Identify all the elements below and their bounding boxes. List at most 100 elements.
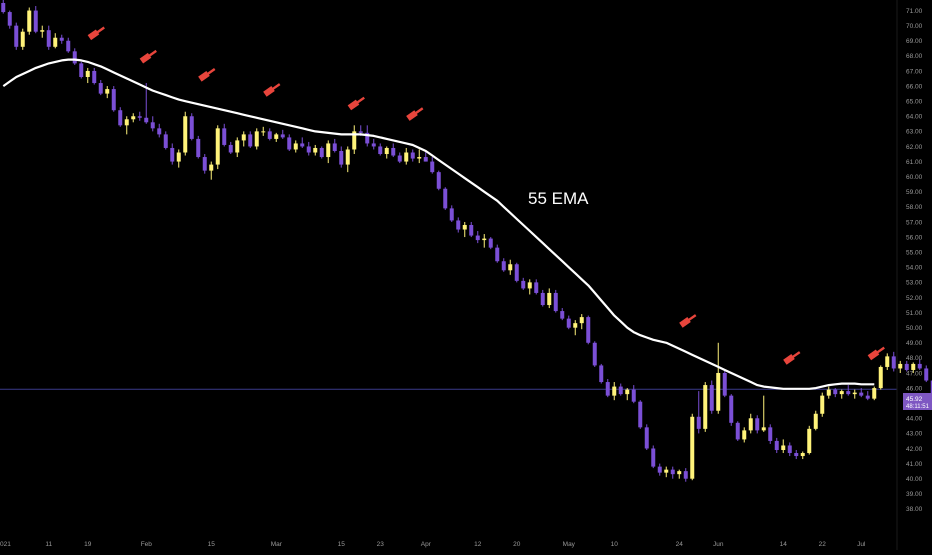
candle-body	[228, 144, 233, 153]
candle-body	[657, 466, 662, 473]
candle-body	[410, 152, 415, 159]
flag-marker	[198, 67, 216, 82]
x-tick-label: 22	[819, 541, 827, 548]
candle-body	[930, 380, 932, 395]
candle-body	[735, 422, 740, 440]
candle-body	[670, 469, 675, 475]
candle-body	[865, 395, 870, 399]
candle-body	[267, 131, 272, 139]
candle-body	[443, 188, 448, 209]
candle-body	[358, 131, 363, 133]
candle-body	[241, 134, 246, 141]
candle-body	[430, 161, 435, 173]
flag-marker	[867, 346, 885, 361]
candle-body	[40, 30, 45, 32]
x-tick-label: Mar	[271, 541, 283, 548]
flag-handle	[205, 67, 216, 76]
candle-body	[521, 280, 526, 289]
y-tick-label: 58.00	[906, 204, 923, 211]
candle-body	[72, 51, 77, 64]
x-tick-label: 20	[513, 541, 521, 548]
candle-body	[469, 224, 474, 236]
price-label-box	[903, 393, 932, 410]
candle-body	[462, 224, 467, 230]
y-tick-label: 43.00	[906, 431, 923, 438]
candle-body	[709, 385, 714, 411]
y-tick-label: 62.00	[906, 144, 923, 151]
x-tick-label: Apr	[421, 541, 432, 548]
candle-body	[98, 83, 103, 94]
candle-body	[326, 143, 331, 158]
candle-body	[124, 119, 129, 126]
price-label-value: 45.92	[906, 396, 923, 403]
candle-body	[14, 25, 19, 47]
y-tick-label: 55.00	[906, 250, 923, 257]
candle-body	[137, 116, 142, 118]
candle-body	[176, 152, 181, 162]
y-tick-label: 54.00	[906, 265, 923, 272]
candle-body	[423, 157, 428, 162]
candle-body	[235, 140, 240, 153]
candle-body	[345, 149, 350, 165]
y-tick-label: 57.00	[906, 219, 923, 226]
candle-body	[651, 448, 656, 467]
candle-body	[488, 238, 493, 248]
x-tick-label: 14	[780, 541, 788, 548]
ema-line-group	[2, 58, 875, 390]
candle-body	[826, 389, 831, 396]
flag-marker	[406, 107, 424, 121]
candle-body	[287, 137, 292, 150]
candle-body	[898, 363, 903, 369]
candle-body	[872, 388, 877, 399]
flag-handle	[686, 314, 697, 322]
y-tick-label: 46.00	[906, 385, 923, 392]
candle-body	[202, 157, 207, 171]
candle-body	[748, 418, 753, 431]
candle-body	[254, 131, 259, 147]
candle-body	[859, 392, 864, 396]
candle-body	[917, 363, 922, 369]
candle-body	[449, 208, 454, 221]
y-tick-label: 40.00	[906, 476, 923, 483]
candle-body	[852, 392, 857, 395]
candle-body	[163, 134, 168, 148]
candle-body	[716, 372, 721, 411]
candle-body	[566, 318, 571, 328]
y-tick-label: 50.00	[906, 325, 923, 332]
candle-body	[183, 116, 188, 153]
x-tick-label: Jul	[857, 541, 866, 548]
candle-body	[833, 389, 838, 395]
flag-marker	[347, 96, 365, 111]
flag-handle	[147, 49, 157, 58]
candle-body	[644, 427, 649, 449]
y-tick-label: 59.00	[906, 189, 923, 196]
y-tick-label: 61.00	[906, 159, 923, 166]
candle-body	[105, 89, 110, 94]
x-tick-label: 021	[0, 541, 11, 548]
y-tick-label: 39.00	[906, 491, 923, 498]
y-tick-label: 60.00	[906, 174, 923, 181]
candle-body	[495, 247, 500, 262]
candle-body	[690, 416, 695, 479]
y-tick-label: 67.00	[906, 68, 923, 75]
candle-body	[800, 453, 805, 457]
candle-body	[683, 471, 688, 479]
flag-handle	[270, 83, 281, 91]
flag-marker	[139, 49, 157, 64]
candle-body	[924, 368, 929, 381]
flag-marker	[783, 351, 801, 365]
candle-body	[189, 116, 194, 139]
candle-body	[605, 382, 610, 396]
x-tick-label: May	[563, 541, 576, 548]
candle-body	[625, 389, 630, 395]
candle-body	[79, 63, 84, 77]
candle-body	[319, 147, 324, 158]
candle-body	[118, 110, 123, 126]
x-tick-label: Jun	[713, 541, 724, 548]
candle-body	[846, 391, 851, 395]
time-axis[interactable]: 021 11 19 Feb 15 Mar 15 23 Apr 12 20 May 10 24 Jun 14 22…	[0, 541, 866, 548]
candle-body	[761, 427, 766, 431]
candle-body	[391, 147, 396, 156]
candle-body	[215, 128, 220, 165]
flag-handle	[875, 346, 885, 355]
